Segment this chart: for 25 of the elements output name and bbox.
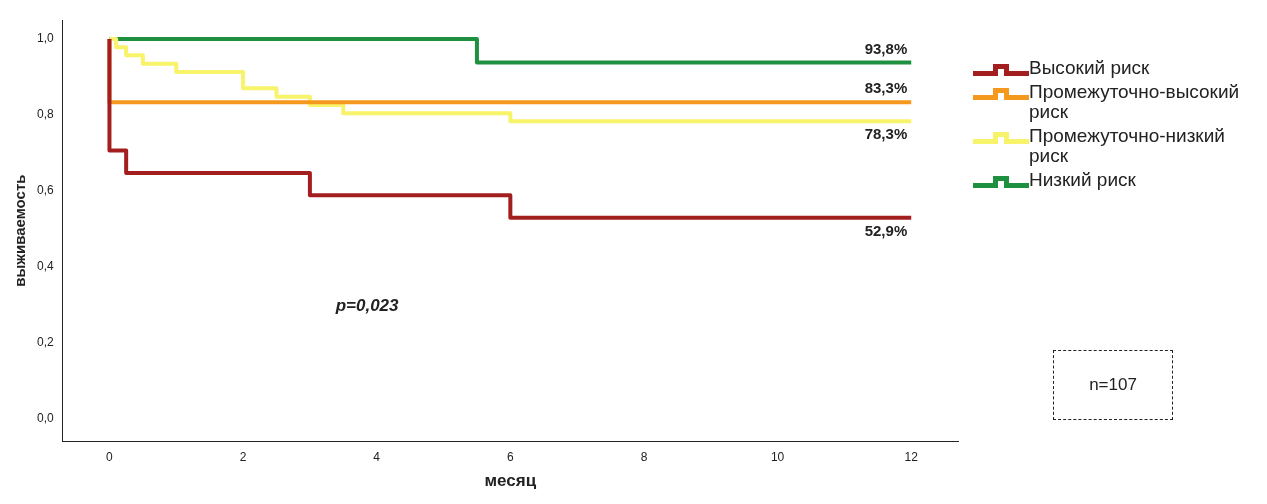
- x-tick-label: 12: [904, 449, 919, 464]
- y-axis-title: выживаемость: [11, 174, 29, 287]
- legend-label: Промежуточно-высокий риск: [1029, 81, 1241, 122]
- x-tick-label: 0: [106, 449, 114, 464]
- y-tick-label: 0,4: [36, 258, 54, 273]
- legend-label: Низкий риск: [1029, 169, 1136, 190]
- data-label: 52,9%: [864, 221, 908, 239]
- x-axis-title: месяц: [484, 471, 537, 491]
- y-tick-label: 0,8: [36, 107, 54, 122]
- data-label: 83,3%: [864, 79, 908, 97]
- y-tick-label: 1,0: [36, 31, 54, 46]
- y-tick-label: 0,0: [36, 410, 54, 425]
- data-label: 78,3%: [864, 125, 908, 143]
- legend-label: Промежуточно-низкий риск: [1029, 125, 1226, 166]
- x-tick-label: 2: [239, 449, 247, 464]
- legend-label: Высокий риск: [1029, 57, 1150, 78]
- x-tick-label: 8: [640, 449, 648, 464]
- x-tick-label: 6: [507, 449, 514, 464]
- y-tick-label: 0,6: [36, 183, 54, 198]
- y-tick-label: 0,2: [36, 334, 54, 349]
- x-tick-label: 10: [770, 449, 785, 464]
- x-tick-label: 4: [373, 449, 381, 464]
- text: n=107: [1053, 350, 1173, 420]
- data-label: 93,8%: [864, 39, 908, 57]
- annotation: p=0,023: [334, 296, 400, 316]
